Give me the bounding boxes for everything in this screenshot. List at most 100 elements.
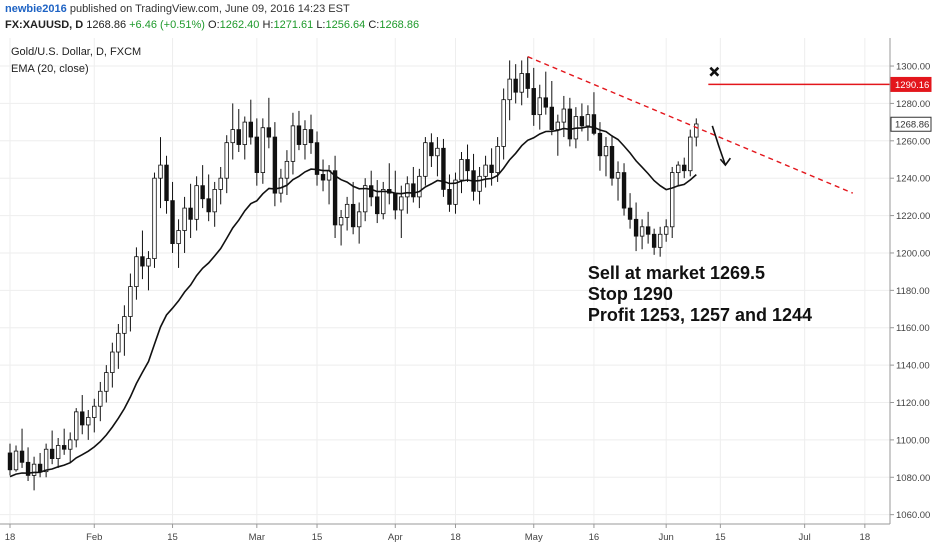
author-name[interactable]: newbie2016	[5, 3, 67, 15]
candle-down	[375, 196, 380, 215]
candle-up	[519, 73, 524, 93]
candle-down	[579, 116, 585, 127]
candle-up	[453, 179, 458, 205]
x-tick-label: Jul	[799, 532, 811, 543]
candle-up	[657, 233, 663, 248]
x-tick-label: Mar	[249, 532, 265, 543]
price-axis[interactable]: 1060.00 1080.00 1100.00 1120.00 1140.00 1160.…	[890, 62, 930, 522]
chart-background	[0, 38, 932, 550]
arrow-head	[719, 157, 732, 167]
trend-line[interactable]	[527, 56, 854, 194]
candle-up	[43, 448, 49, 473]
chart-header: newbie2016 published on TradingView.com,…	[0, 0, 932, 38]
low-label: L:	[316, 19, 326, 31]
high-label: H:	[262, 19, 274, 31]
y-tick-label: 1240.00	[896, 174, 930, 185]
candle-up	[284, 160, 290, 179]
candle-up	[152, 177, 157, 259]
time-axis[interactable]: 18 Feb 15 Mar 15 Apr 18 May 16 Jun 15 Jul 18	[5, 524, 870, 543]
candle-down	[525, 73, 530, 89]
candle-down	[411, 183, 416, 198]
symbol-label: FX:XAUUSD, D	[5, 19, 84, 31]
grid	[0, 38, 890, 524]
candle-down	[597, 132, 603, 157]
y-tick-label: 1100.00	[896, 435, 930, 446]
stop-marker-stroke	[709, 66, 720, 77]
candle-up	[356, 211, 362, 228]
candle-up	[555, 121, 561, 130]
annotation-line: Profit 1253, 1257 and 1244	[588, 305, 812, 325]
candle-down	[465, 159, 470, 172]
x-tick-label: Apr	[388, 532, 403, 543]
candle-up	[242, 121, 247, 145]
x-tick-label: Feb	[86, 532, 102, 543]
candle-up	[639, 226, 645, 237]
candle-up	[495, 146, 500, 173]
candle-up	[55, 445, 61, 459]
price-label-box	[890, 76, 932, 92]
price-chart[interactable]: 1060.00 1080.00 1100.00 1120.00 1140.00 1160.…	[0, 38, 932, 550]
last-price: 1268.86	[86, 19, 127, 31]
candle-down	[25, 461, 31, 476]
candle-up	[158, 164, 163, 179]
price-label-text: 1290.16	[895, 80, 929, 91]
candle-down	[206, 198, 211, 213]
y-tick-label: 1080.00	[896, 473, 930, 484]
candles	[7, 56, 699, 491]
candle-up	[344, 203, 350, 218]
candle-down	[591, 114, 597, 134]
candle-down	[627, 207, 633, 220]
price-labels: 1290.16 1268.86	[890, 76, 932, 132]
candle-down	[188, 207, 193, 220]
candle-down	[37, 463, 43, 473]
candle-up	[68, 439, 73, 450]
candle-down	[164, 164, 169, 202]
candle-down	[645, 226, 651, 235]
candle-up	[194, 185, 199, 220]
candle-down	[531, 88, 536, 116]
low-value: 1256.64	[325, 19, 366, 31]
candle-down	[549, 106, 554, 130]
candle-up	[615, 172, 621, 179]
candle-up	[302, 129, 308, 145]
x-tick-label: 15	[312, 532, 323, 543]
candle-up	[362, 185, 368, 213]
chart-area[interactable]: 1060.00 1080.00 1100.00 1120.00 1140.00 1160.…	[0, 38, 932, 550]
x-tick-label: 18	[860, 532, 871, 543]
candle-up	[483, 164, 488, 177]
candle-down	[320, 174, 326, 181]
open-label: O:	[208, 19, 220, 31]
y-tick-label: 1060.00	[896, 510, 930, 521]
candle-down	[368, 185, 374, 198]
annotation-line: Sell at market 1269.5	[588, 263, 765, 283]
candle-down	[513, 78, 518, 93]
candle-up	[116, 332, 121, 353]
candle-up	[435, 147, 440, 157]
candle-down	[332, 170, 338, 226]
candle-up	[405, 183, 410, 198]
candle-up	[13, 450, 19, 471]
y-tick-label: 1260.00	[896, 136, 930, 147]
candle-down	[682, 164, 687, 172]
indicator-label[interactable]: EMA (20, close)	[11, 63, 89, 75]
candle-up	[260, 127, 266, 173]
price-label-text: 1268.86	[895, 120, 929, 131]
candle-up	[74, 411, 79, 441]
ohlc-line: FX:XAUUSD, D 1268.86 +6.46 (+0.51%) O: 12…	[5, 19, 419, 31]
candle-down	[609, 146, 615, 179]
candle-up	[399, 196, 404, 211]
x-tick-label: May	[525, 532, 543, 543]
arrow-shaft	[711, 125, 727, 166]
candle-down	[7, 452, 13, 471]
price-change: +6.46 (+0.51%)	[129, 19, 205, 31]
candle-down	[429, 142, 434, 157]
candle-down	[441, 147, 446, 190]
high-value: 1271.61	[273, 19, 314, 31]
candle-up	[98, 390, 103, 407]
candle-up	[182, 207, 187, 231]
candle-up	[146, 258, 151, 267]
candle-down	[61, 445, 67, 450]
candle-up	[417, 175, 422, 198]
candle-up	[128, 286, 133, 317]
candle-down	[447, 189, 452, 205]
